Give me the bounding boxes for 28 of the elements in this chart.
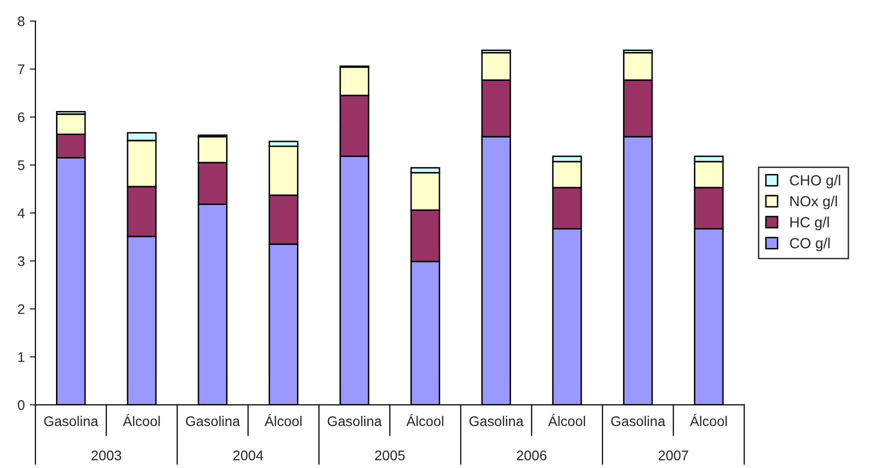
x-tick-label: Gasolina xyxy=(44,416,98,426)
x-tick-label: Álcool xyxy=(548,414,586,426)
x-tick-label: Álcool xyxy=(406,414,444,426)
y-tick-label: 7 xyxy=(18,64,24,74)
y-tick-label: 3 xyxy=(18,256,24,266)
text: 2003 xyxy=(92,450,122,460)
y-tick-label: 8 xyxy=(18,16,24,26)
x-tick-label: Álcool xyxy=(264,414,302,426)
x-tick-label: Gasolina xyxy=(469,416,524,426)
legend-label: CO g/l xyxy=(790,238,830,252)
x-tick-label: Gasolina xyxy=(611,416,666,426)
y-tick-label: 1 xyxy=(18,352,24,362)
y-tick-label: 4 xyxy=(18,208,25,218)
text: 2006 xyxy=(516,450,546,460)
y-tick-label: 0 xyxy=(18,400,24,410)
x-tick-label: Gasolina xyxy=(328,416,382,426)
legend-label: CHO g/l xyxy=(790,174,840,188)
x-tick-label: Álcool xyxy=(122,414,160,426)
text: 2005 xyxy=(375,450,405,460)
legend-label: HC g/l xyxy=(790,216,829,230)
text: 2007 xyxy=(658,450,688,460)
x-tick-label: Gasolina xyxy=(186,416,240,426)
y-tick-label: 2 xyxy=(18,304,24,314)
text: 2004 xyxy=(233,450,264,460)
y-tick-label: 6 xyxy=(18,112,24,122)
y-tick-label: 5 xyxy=(18,160,24,170)
legend-label: NOx g/l xyxy=(790,196,837,210)
x-tick-label: Álcool xyxy=(690,414,727,426)
